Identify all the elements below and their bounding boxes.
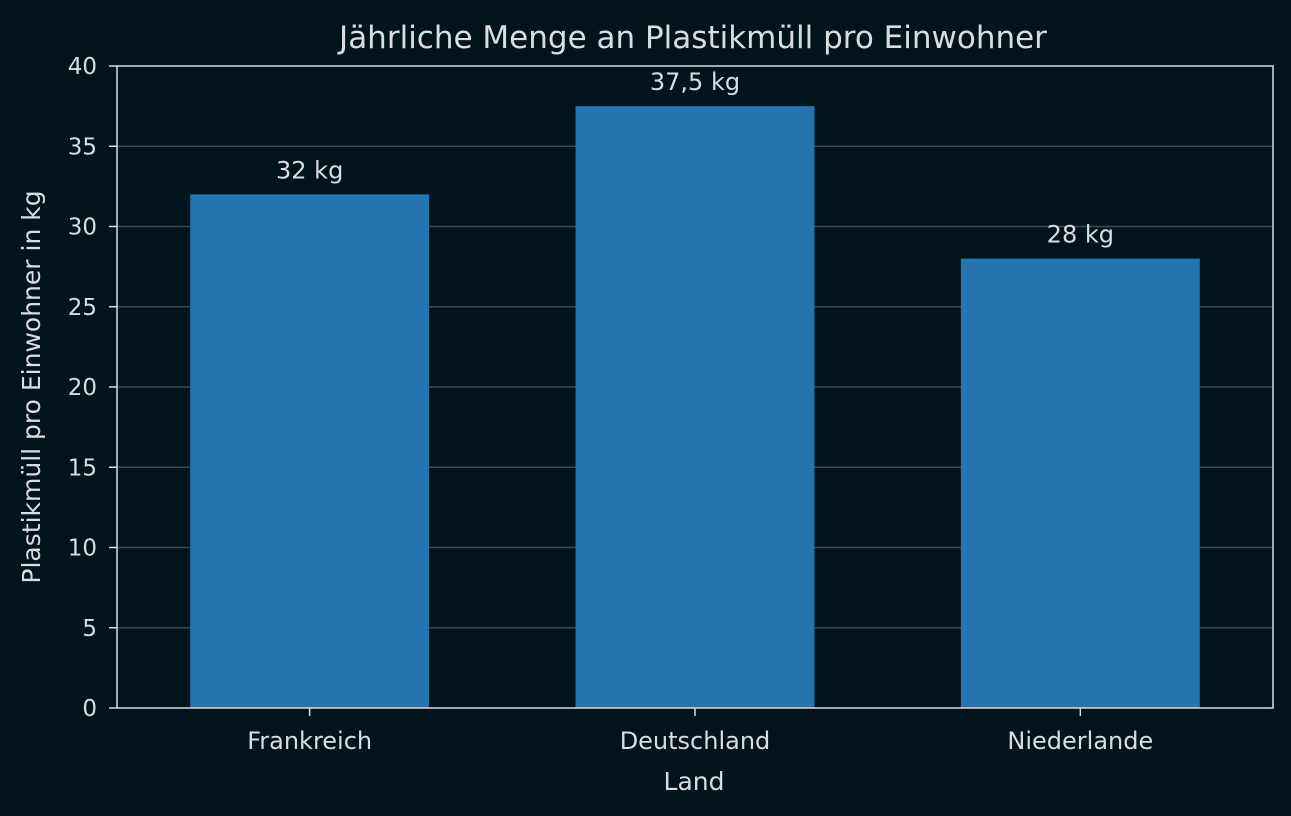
data-label: 28 kg bbox=[1047, 221, 1114, 249]
bars bbox=[190, 106, 1200, 708]
chart-title: Jährliche Menge an Plastikmüll pro Einwo… bbox=[337, 20, 1047, 56]
x-tick-label: Niederlande bbox=[1007, 727, 1153, 755]
y-tick-label: 30 bbox=[68, 215, 97, 241]
plot-frame bbox=[116, 65, 1274, 709]
y-tick-label: 40 bbox=[68, 54, 97, 80]
data-label: 37,5 kg bbox=[650, 68, 740, 96]
data-label: 32 kg bbox=[276, 156, 343, 184]
x-tick-label: Frankreich bbox=[247, 727, 372, 755]
bar bbox=[960, 258, 1200, 708]
y-tick-label: 20 bbox=[68, 375, 97, 401]
y-tick-label: 5 bbox=[82, 616, 97, 642]
x-axis-label: Land bbox=[664, 767, 725, 796]
y-tick-label: 35 bbox=[68, 134, 97, 160]
y-tick-label: 0 bbox=[82, 696, 97, 722]
y-tick-label: 25 bbox=[68, 295, 97, 321]
labels: 0 5 10 15 20 25 30 35 40 32 kg Frankreich 37,5 kg De… bbox=[68, 54, 1154, 755]
bar bbox=[190, 194, 430, 708]
y-tick-label: 10 bbox=[68, 536, 97, 562]
axes bbox=[109, 65, 1274, 716]
bar bbox=[575, 106, 815, 708]
y-axis-label: Plastikmüll pro Einwohner in kg bbox=[17, 190, 46, 583]
x-tick-label: Deutschland bbox=[620, 727, 771, 755]
y-tick-label: 15 bbox=[68, 455, 97, 481]
